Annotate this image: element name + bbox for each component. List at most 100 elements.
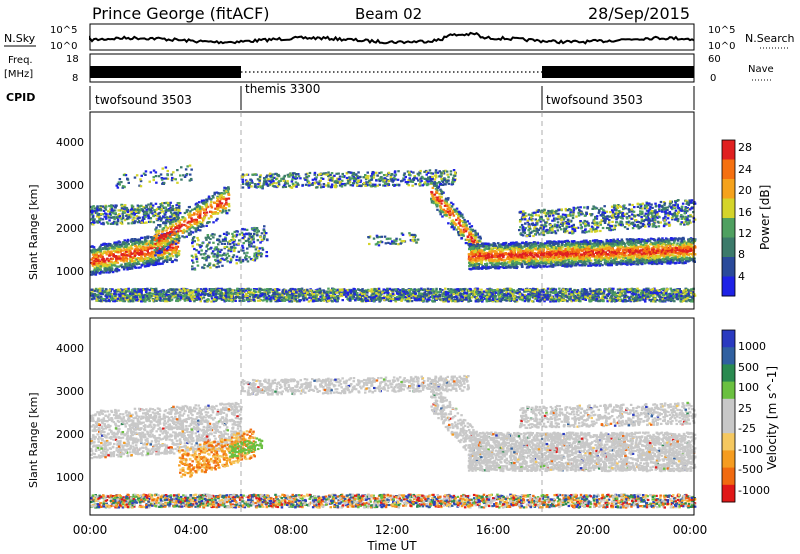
power-cell (92, 248, 95, 251)
power-cell (248, 243, 251, 246)
power-cell (113, 218, 116, 221)
power-cell (390, 179, 393, 182)
power-cell (168, 230, 172, 234)
power-cell (223, 238, 227, 241)
power-cell (154, 175, 158, 178)
power-cell (438, 181, 441, 184)
power-cell (124, 248, 127, 251)
power-cell (176, 238, 179, 241)
power-cell (217, 254, 221, 257)
power-cell (322, 185, 325, 188)
power-cell (436, 186, 440, 189)
power-cell (173, 237, 176, 240)
power-cell (327, 183, 330, 187)
power-cell (362, 176, 365, 179)
power-cell (261, 246, 264, 250)
power-cell (253, 255, 256, 258)
power-cell (177, 216, 180, 220)
power-cell (163, 206, 167, 209)
power-cell (446, 173, 449, 176)
power-cell (107, 268, 111, 271)
power-cell (289, 172, 292, 175)
power-cell (91, 245, 94, 248)
power-cell (193, 220, 196, 223)
power-cell (158, 243, 162, 246)
power-cell (162, 181, 166, 185)
power-cell (260, 232, 264, 235)
power-cell (382, 184, 385, 187)
power-cell (291, 176, 295, 179)
power-cell (94, 260, 97, 263)
power-cell (97, 251, 100, 254)
noise-right-tick-bottom: 10^0 (708, 41, 735, 52)
power-cell (213, 248, 216, 251)
power-cell (111, 257, 115, 260)
power-cell (357, 171, 360, 174)
power-cell (153, 235, 156, 238)
power-cell (145, 256, 148, 259)
power-cell (149, 217, 152, 220)
power-cell (114, 268, 118, 271)
power-scatter-cells (90, 164, 697, 303)
power-cell (109, 257, 113, 260)
power-cell (97, 256, 100, 259)
power-cell (135, 238, 138, 241)
power-cell (102, 250, 106, 253)
power-cell (206, 236, 210, 239)
power-cell (184, 168, 188, 171)
power-cell (217, 265, 221, 268)
power-cell (249, 181, 252, 184)
power-cell (330, 176, 333, 180)
power-cell (137, 266, 140, 269)
power-cell (393, 170, 397, 173)
power-cell (203, 212, 207, 215)
power-cell (133, 222, 136, 225)
power-cell (327, 178, 331, 181)
power-cell (221, 257, 224, 260)
power-cell (115, 244, 119, 247)
power-cell (91, 211, 94, 214)
power-cell (213, 264, 217, 267)
power-cell (420, 179, 423, 182)
power-cell (294, 173, 298, 176)
power-cell (366, 183, 370, 187)
power-cell (177, 224, 181, 227)
power-cell (162, 260, 165, 263)
power-cell (92, 246, 96, 249)
power-cell (161, 210, 165, 213)
power-cell (187, 220, 191, 223)
power-cell (92, 261, 95, 264)
power-cell (95, 252, 98, 255)
power-cell (175, 248, 178, 251)
power-cell (397, 183, 401, 186)
power-cell (145, 205, 149, 208)
power-cell (447, 179, 450, 182)
power-cell (265, 175, 268, 178)
power-cell (216, 254, 219, 257)
power-cell (103, 215, 106, 218)
power-cell (168, 241, 172, 244)
power-cell (105, 253, 108, 256)
power-cell (158, 235, 161, 238)
power-cell (121, 249, 125, 252)
power-cell (192, 256, 195, 259)
power-cell (158, 239, 161, 242)
power-cell (117, 209, 120, 212)
power-cell (304, 173, 308, 176)
power-cell (151, 207, 154, 210)
power-cell (546, 246, 549, 249)
power-cell (99, 263, 103, 266)
power-cell (449, 173, 453, 176)
power-cell (248, 233, 252, 237)
power-cell (163, 239, 166, 243)
power-cell (166, 201, 170, 205)
power-cell (174, 232, 177, 235)
power-cell (146, 263, 150, 266)
power-cell (124, 244, 128, 247)
power-cell (133, 254, 137, 257)
power-cell (149, 171, 153, 174)
power-cell (130, 259, 134, 262)
power-cell (447, 182, 451, 185)
power-cell (216, 262, 219, 265)
power-cell (141, 219, 144, 222)
